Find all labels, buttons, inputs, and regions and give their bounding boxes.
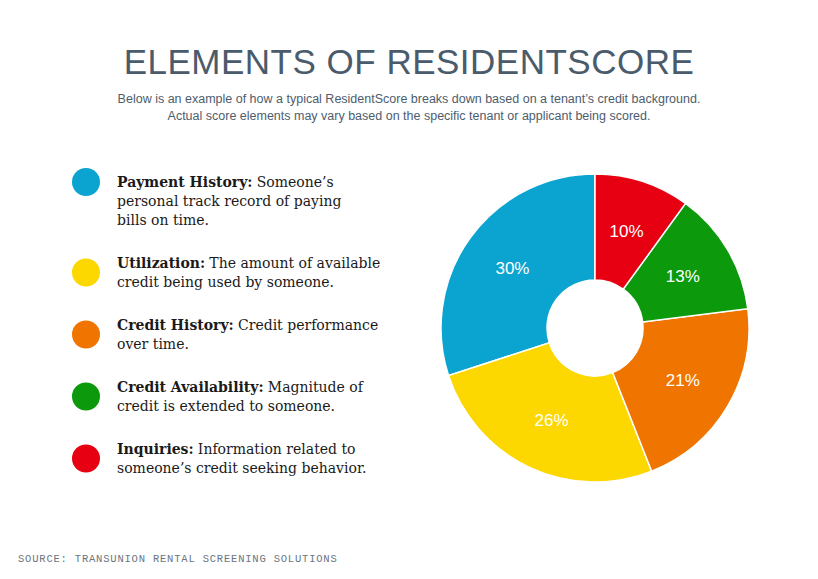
- legend-label: Credit Availability:: [117, 379, 264, 395]
- legend-text: Credit History:Credit performance over ti…: [117, 317, 378, 352]
- legend-swatch: [72, 321, 100, 349]
- legend-text: Utilization:The amount of available credi…: [117, 255, 380, 290]
- donut: 30% 26% 21% 13% 10%: [441, 174, 749, 482]
- legend: Payment History:Someone’s personal track …: [72, 168, 380, 476]
- legend-item: Utilization:The amount of available credi…: [72, 255, 380, 290]
- legend-label: Utilization:: [117, 255, 205, 271]
- chart: ELEMENTS OF RESIDENTSCORE Below is an exa…: [0, 0, 818, 579]
- data-label: 26%: [535, 411, 569, 430]
- legend-text: Credit Availability:Magnitude of credit i…: [117, 379, 365, 414]
- subtitle: Actual score elements may vary based on …: [168, 109, 651, 123]
- legend-item: Inquiries:Information related to someone’…: [72, 441, 367, 476]
- slices-inner: [441, 174, 749, 482]
- legend-description: credit being used by someone.: [117, 274, 334, 290]
- legend-text: Inquiries:Information related to someone’…: [117, 441, 367, 476]
- legend-description: someone’s credit seeking behavior.: [117, 460, 367, 476]
- slice: [613, 309, 749, 471]
- legend-description: personal track record of paying: [117, 193, 341, 209]
- slice: [441, 174, 595, 376]
- legend-item: Credit Availability:Magnitude of credit i…: [72, 379, 365, 414]
- legend-label: Credit History:: [117, 317, 234, 333]
- title: ELEMENTS OF RESIDENTSCORE: [124, 42, 695, 81]
- legend-label: Payment History:: [117, 174, 253, 190]
- legend-description: The amount of available: [209, 255, 380, 271]
- legend-description: Magnitude of: [268, 379, 365, 395]
- data-label: 21%: [666, 371, 700, 390]
- legend-description: Credit performance: [238, 317, 378, 333]
- legend-item: Payment History:Someone’s personal track …: [72, 168, 341, 228]
- legend-item: Credit History:Credit performance over ti…: [72, 317, 378, 352]
- legend-description: bills on time.: [117, 212, 209, 228]
- legend-description: credit is extended to someone.: [117, 398, 335, 414]
- legend-description: Someone’s: [257, 174, 334, 190]
- legend-description: Information related to: [198, 441, 356, 457]
- data-label: 10%: [610, 222, 644, 241]
- legend-swatch: [72, 259, 100, 287]
- subtitle: Below is an example of how a typical Res…: [118, 92, 701, 106]
- slices: [441, 174, 749, 482]
- legend-description: over time.: [117, 336, 189, 352]
- legend-label: Inquiries:: [117, 441, 194, 457]
- legend-swatch: [72, 383, 100, 411]
- data-label: 30%: [495, 259, 529, 278]
- legend-text: Payment History:Someone’s personal track …: [117, 174, 341, 228]
- source: SOURCE: TRANSUNION RENTAL SCREENING SOLU…: [18, 553, 338, 565]
- slice: [449, 343, 652, 482]
- legend-swatch: [72, 445, 100, 473]
- legend-swatch: [72, 168, 100, 196]
- data-label: 13%: [666, 267, 700, 286]
